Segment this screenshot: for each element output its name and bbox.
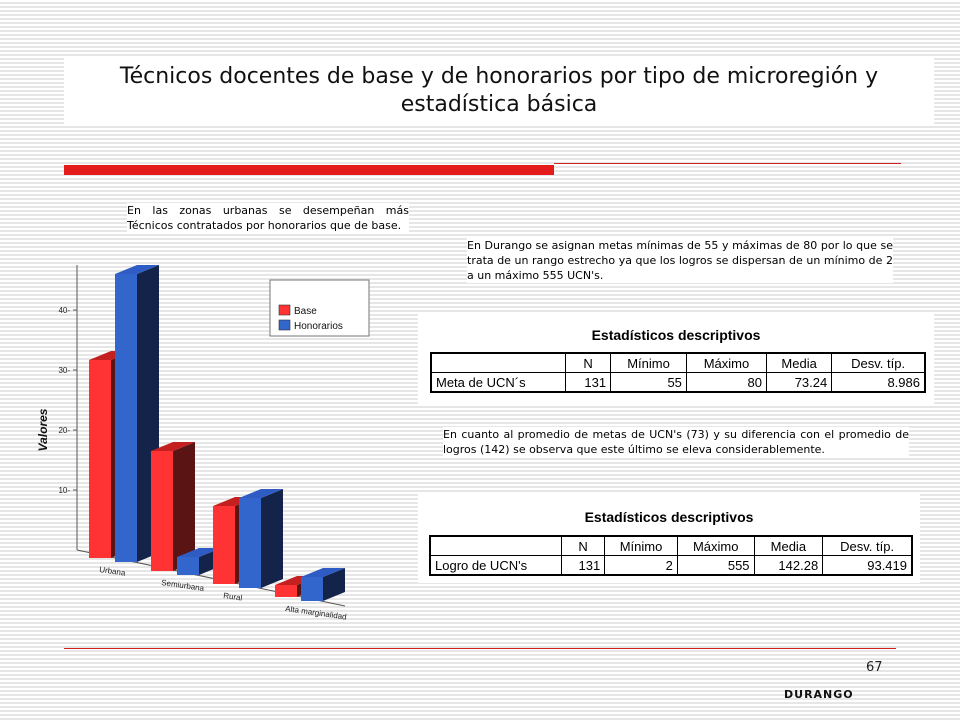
header-cell: Mínimo [610,352,687,373]
bar-honorarios-top [177,548,221,557]
row-label: Meta de UCN´s [430,372,566,393]
bar-honorarios-front [301,577,323,601]
page-number: 67 [866,660,883,675]
x-category-label: Alta marginalidad [285,604,347,622]
bar-honorarios-top [301,568,345,577]
value-cell: 55 [610,372,687,393]
y-tick-label: 10- [58,486,70,495]
header-cell: N [564,352,612,373]
bar-honorarios-side [323,568,345,601]
header-cell: Máximo [676,535,755,556]
value-cell: 2 [604,555,678,576]
header-cell: Desv. típ. [822,535,913,556]
stats-table-title: Estadísticos descriptivos [591,327,761,343]
legend-label-base: Base [294,306,317,317]
bottom-divider-line [64,648,896,649]
bar-base-front [151,451,173,571]
y-tick-label: 20- [58,426,70,435]
bar-honorarios-top [239,489,283,498]
bar-honorarios-front [239,498,261,588]
bar-honorarios-front [177,557,199,575]
footer-label: DURANGO [784,688,854,701]
header-cell: N [560,535,606,556]
value-cell: 93.419 [822,555,913,576]
stats-table-title: Estadísticos descriptivos [584,509,754,525]
red-accent-bar [64,165,554,175]
header-cell: Desv. típ. [831,352,926,373]
note-average-comparison: En cuanto al promedio de metas de UCN's … [443,427,909,457]
value-cell: 73.24 [765,372,833,393]
bar-chart-svg: 10- 20- 30- 40- Valores Urbana Semiurbana Rural… [36,265,370,622]
x-category-label: Semiurbana [161,578,206,593]
note-urban-zones: En las zonas urbanas se desempeñan más T… [127,203,409,233]
bar-honorarios-front [115,274,137,562]
bar-chart: 10- 20- 30- 40- Valores Urbana Semiurbana Rural… [30,255,420,627]
value-cell: 142.28 [753,555,824,576]
bar-base-front [89,360,111,558]
header-cell: Media [753,535,824,556]
legend-swatch-honorarios [278,319,291,331]
x-category-label: Rural [223,591,243,603]
top-divider-line [554,163,901,164]
note-goals-range: En Durango se asignan metas mínimas de 5… [467,238,893,283]
blank-cell [431,353,566,373]
x-category-label: Urbana [99,565,127,578]
bar-honorarios-side [261,489,283,588]
y-tick-label: 30- [58,366,70,375]
slide-title: Técnicos docentes de base y de honorario… [119,64,879,117]
value-cell: 131 [564,372,612,393]
blank-cell [430,536,562,556]
row-label: Logro de UCN's [429,555,562,576]
value-cell: 80 [685,372,768,393]
legend-swatch-base [278,304,291,316]
stats-grid: N Mínimo Máximo Media Desv. típ. Meta de… [430,352,926,393]
bar-base-front [213,506,235,584]
y-tick-label: 40- [58,306,70,315]
header-cell: Mínimo [604,535,678,556]
bar-base-side [173,442,195,571]
title-box: Técnicos docentes de base y de honorario… [64,57,934,125]
legend-label-honorarios: Honorarios [294,321,343,332]
stats-grid: N Mínimo Máximo Media Desv. típ. Logro d… [429,535,913,576]
header-cell: Media [765,352,833,373]
stats-table-logro: Estadísticos descriptivos N Mínimo Máxim… [418,493,920,583]
value-cell: 8.986 [831,372,926,393]
bar-base-front [275,585,297,597]
bar-honorarios-top [115,265,159,274]
value-cell: 555 [676,555,755,576]
value-cell: 131 [560,555,606,576]
bar-base-top [151,442,195,451]
y-axis-label: Valores [36,408,50,451]
header-cell: Máximo [685,352,768,373]
stats-table-meta: Estadísticos descriptivos N Mínimo Máxim… [418,314,934,404]
